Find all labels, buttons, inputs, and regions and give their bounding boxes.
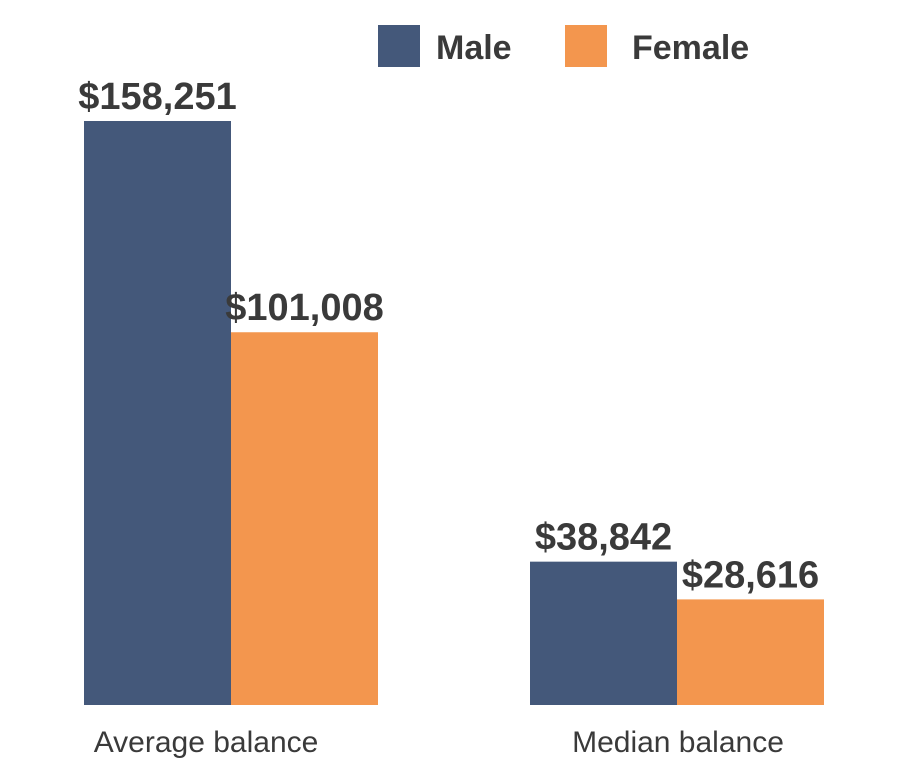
bars-group [84,121,824,705]
category-label-average-balance: Average balance [94,726,319,759]
bar-median-balance-female [677,599,824,705]
value-labels-group: $158,251 $101,008 $38,842$28,616 [78,76,819,596]
bar-average-balance-female [231,332,378,705]
legend: Male Female [378,25,749,67]
legend-label-male: Male [436,29,512,67]
legend-swatch-male [378,25,420,67]
legend-label-female: Female [632,29,749,67]
value-label-median-balance-male: $38,842 [535,517,672,559]
category-label-median-balance: Median balance [572,726,784,759]
value-label-median-balance-female: $28,616 [682,554,819,596]
bar-average-balance-male [84,121,231,705]
value-label-average-balance-male: $158,251 [78,76,237,118]
legend-swatch-female [565,25,607,67]
value-label-average-balance-female: $101,008 [225,287,384,329]
bar-median-balance-male [530,561,677,705]
